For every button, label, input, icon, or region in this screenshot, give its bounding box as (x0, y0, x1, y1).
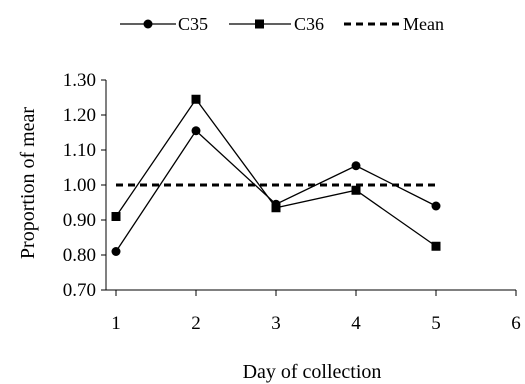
y-ticks: 0.70 0.80 0.90 1.00 1.10 1.20 1.30 (63, 70, 106, 301)
data-point-c35 (111, 247, 121, 256)
legend-marker-c35 (143, 19, 153, 29)
data-point-c36 (431, 241, 441, 251)
data-point-c36 (191, 94, 201, 104)
series-line-c35 (115, 129, 437, 252)
plot-area: 0.70 0.80 0.90 1.00 1.10 1.20 1.30 1 2 3 4 5 6 (63, 70, 521, 334)
legend-item-c36: C36 (229, 14, 324, 34)
y-axis-title: Proportion of mear (17, 107, 39, 260)
data-point-c35 (431, 201, 441, 211)
y-tick-label: 1.10 (63, 140, 96, 161)
series-line-c36 (115, 98, 437, 247)
x-tick-label: 5 (431, 313, 441, 334)
x-axis-title: Day of collection (243, 361, 382, 383)
legend-item-c35: C35 (120, 14, 208, 34)
legend: C35 C36 Mean (120, 14, 444, 34)
data-point-c36 (271, 203, 281, 213)
data-point-c36 (111, 212, 121, 221)
y-tick-label: 0.80 (63, 245, 96, 266)
x-ticks: 1 2 3 4 5 6 (111, 290, 521, 334)
data-point-c36 (351, 185, 361, 195)
data-point-c35 (191, 126, 201, 136)
data-point-c35 (351, 161, 361, 171)
x-tick-label: 6 (511, 313, 521, 334)
x-tick-label: 3 (271, 313, 281, 334)
y-tick-label: 1.20 (63, 105, 96, 126)
y-tick-label: 1.00 (63, 175, 96, 196)
y-tick-label: 0.90 (63, 210, 96, 231)
x-tick-label: 1 (111, 313, 121, 334)
legend-item-mean: Mean (344, 14, 444, 34)
x-tick-label: 2 (191, 313, 201, 334)
y-tick-label: 0.70 (63, 280, 96, 301)
x-tick-label: 4 (351, 313, 361, 334)
y-tick-label: 1.30 (63, 70, 96, 91)
legend-label-c36: C36 (294, 14, 324, 34)
legend-marker-c36 (255, 19, 264, 29)
legend-label-c35: C35 (178, 14, 208, 34)
legend-label-mean: Mean (403, 14, 444, 34)
series-layer (111, 94, 441, 256)
